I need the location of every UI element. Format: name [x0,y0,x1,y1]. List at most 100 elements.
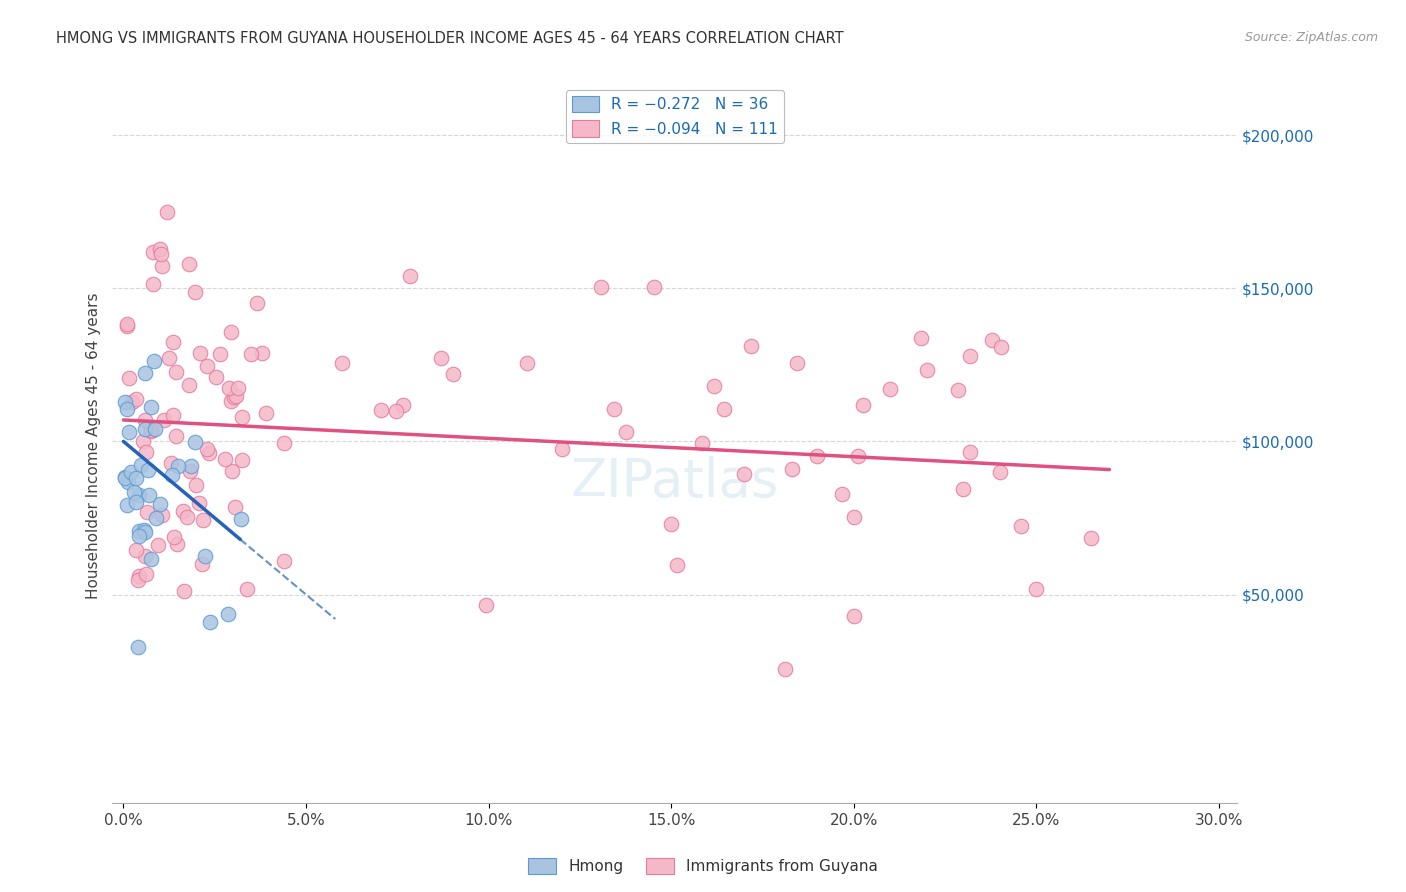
Point [128,569,150,583]
Point [773,662,796,676]
Point [173,584,195,599]
Point [150,259,173,273]
Point [191,557,214,571]
Point [172,504,194,518]
Point [475,598,498,612]
Point [703,378,725,392]
Point [117,370,139,384]
Point [134,524,156,539]
Point [114,395,136,409]
Point [441,368,464,382]
Point [205,370,228,384]
Point [125,543,148,558]
Point [1025,582,1047,597]
Point [219,393,242,408]
Point [179,464,201,478]
Point [236,582,259,597]
Point [134,366,156,380]
Point [134,549,156,564]
Point [163,530,186,544]
Point [150,508,173,522]
Point [852,398,875,412]
Point [614,425,637,439]
Point [132,434,155,448]
Point [218,607,240,621]
Point [831,486,853,500]
Point [177,377,200,392]
Point [156,204,179,219]
Point [157,351,180,365]
Point [114,471,136,485]
Point [128,529,150,543]
Point [121,394,143,409]
Point [516,356,538,370]
Point [222,390,245,404]
Point [273,553,295,567]
Point [135,505,157,519]
Point [200,615,222,629]
Point [806,449,828,463]
Point [740,339,762,353]
Point [780,462,803,476]
Point [114,470,136,484]
Point [330,356,353,370]
Y-axis label: Householder Income Ages 45 - 64 years: Householder Income Ages 45 - 64 years [86,293,101,599]
Point [195,442,218,457]
Point [713,402,735,417]
Point [1010,519,1032,533]
Point [254,406,277,420]
Point [665,558,688,572]
Point [370,402,392,417]
Point [127,640,149,654]
Point [153,413,176,427]
Point [194,549,217,563]
Point [142,244,165,259]
Point [128,488,150,502]
Point [879,383,901,397]
Point [225,389,247,403]
Point [167,459,190,474]
Point [188,496,211,510]
Point [180,458,202,473]
Point [166,537,188,551]
Point [142,354,165,368]
Point [959,350,981,364]
Point [690,435,713,450]
Point [195,359,218,373]
Point [273,436,295,450]
Point [115,317,138,331]
Point [129,458,152,473]
Point [149,497,172,511]
Point [910,331,932,345]
Point [430,351,453,366]
Point [659,516,682,531]
Point [149,247,172,261]
Point [141,400,163,414]
Point [186,477,208,491]
Point [149,243,172,257]
Point [125,471,148,485]
Point [959,445,981,459]
Point [246,296,269,310]
Point [946,383,969,397]
Point [988,465,1011,479]
Point [231,409,253,424]
Point [229,512,252,526]
Point [135,445,157,459]
Point [139,551,162,566]
Point [142,277,165,291]
Point [392,398,415,412]
Point [138,488,160,502]
Point [125,392,148,406]
Point [842,609,865,624]
Point [127,573,149,587]
Point [141,424,163,438]
Point [384,403,406,417]
Point [221,464,243,478]
Point [117,475,139,489]
Point [115,401,138,416]
Text: Source: ZipAtlas.com: Source: ZipAtlas.com [1244,31,1378,45]
Point [214,451,236,466]
Point [165,429,187,443]
Point [250,346,273,360]
